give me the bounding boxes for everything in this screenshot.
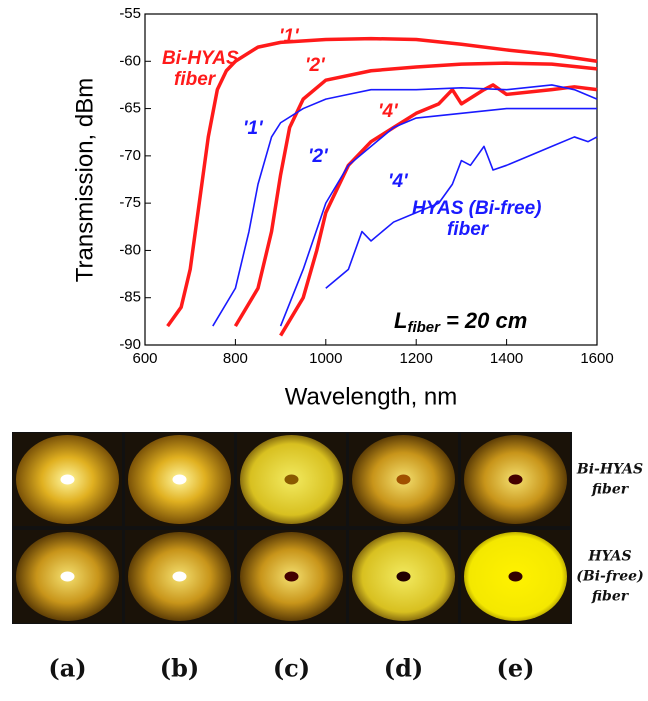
column-label: (b) (160, 654, 200, 683)
y-tick-label: -60 (119, 52, 141, 69)
annotation: '4' (388, 171, 409, 192)
y-tick-label: -75 (119, 194, 141, 211)
length-note: Lfiber = 20 cm (394, 308, 527, 336)
note-sub: fiber (407, 319, 441, 336)
y-tick-label: -85 (119, 289, 141, 306)
annotation: fiber (447, 219, 490, 240)
column-label: (e) (497, 654, 535, 683)
y-tick-label: -80 (119, 241, 141, 258)
column-label: (d) (384, 654, 424, 683)
annotation: Bi-HYAS (162, 48, 239, 69)
row-label: (Bi-free) (576, 569, 643, 585)
x-axis-label: Wavelength, nm (285, 383, 458, 410)
photo-core (397, 475, 411, 485)
photo-core (285, 475, 299, 485)
note-rest: = 20 cm (446, 308, 527, 333)
photo-core (397, 572, 411, 582)
y-tick-label: -55 (119, 5, 141, 22)
y-tick-label: -65 (119, 100, 141, 117)
row-label: fiber (591, 589, 630, 605)
series-line (235, 63, 597, 326)
annotation: '1' (243, 118, 264, 139)
column-label: (c) (273, 654, 310, 683)
photo-core (173, 475, 187, 485)
x-tick-label: 1000 (309, 350, 342, 367)
x-tick-label: 1200 (400, 350, 433, 367)
annotation: fiber (174, 69, 217, 90)
photo-core (509, 572, 523, 582)
annotation: HYAS (Bi-free) (412, 198, 542, 219)
photo-core (509, 475, 523, 485)
photo-core (61, 572, 75, 582)
row-label: HYAS (587, 549, 631, 565)
y-tick-label: -70 (119, 147, 141, 164)
column-label: (a) (48, 654, 86, 683)
y-axis-label: Transmission, dBm (71, 78, 98, 283)
photo-core (285, 572, 299, 582)
annotation: '2' (308, 146, 329, 167)
figure: Transmission, dBm Wavelength, nm Lfiber =… (0, 0, 648, 696)
row-label: Bi-HYAS (576, 462, 643, 478)
row-label: fiber (591, 482, 630, 498)
x-tick-label: 1400 (490, 350, 523, 367)
annotation: '4' (378, 101, 399, 122)
annotation: '1' (279, 26, 300, 47)
series-line (168, 39, 597, 326)
x-tick-label: 800 (223, 350, 248, 367)
photo-core (173, 572, 187, 582)
x-tick-label: 600 (132, 350, 157, 367)
note-main: L (394, 308, 407, 333)
x-tick-label: 1600 (580, 350, 613, 367)
annotation: '2' (305, 55, 326, 76)
photo-core (61, 475, 75, 485)
